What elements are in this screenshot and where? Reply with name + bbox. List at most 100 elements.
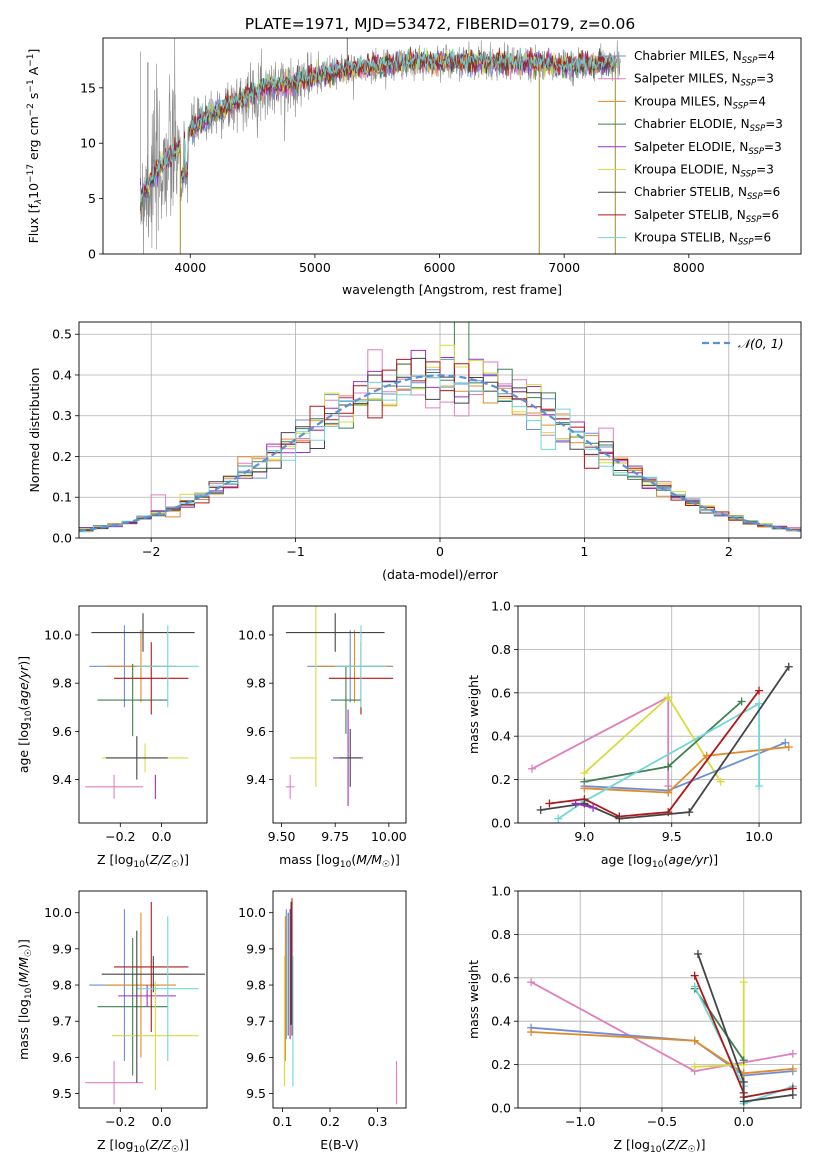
label-part: ] bbox=[26, 49, 41, 54]
mass-weight-series bbox=[527, 978, 797, 1076]
y-tick-label: 15 bbox=[80, 80, 96, 95]
plot-area bbox=[527, 949, 797, 1108]
label-part: age [log bbox=[601, 852, 652, 867]
x-tick-label: −1 bbox=[286, 544, 304, 559]
x-axis-label: (data-model)/error bbox=[382, 567, 499, 582]
x-tick-label: 9.5 bbox=[662, 829, 682, 844]
legend-sub: SSP bbox=[741, 79, 757, 89]
y-tick-label: 0.6 bbox=[491, 685, 511, 700]
axes-frame bbox=[78, 890, 208, 1109]
errorbar-point bbox=[112, 981, 199, 1090]
y-axis-label: mass weight bbox=[466, 675, 481, 754]
axes-frame bbox=[102, 37, 802, 255]
x-axis-label: age [log10(age/yr)] bbox=[601, 852, 718, 870]
label-part: 10 bbox=[26, 183, 41, 199]
x-tick-label: −0.5 bbox=[647, 1114, 677, 1129]
legend-entry: Salpeter MILES, NSSP=3 bbox=[634, 72, 774, 89]
model-spectrum-line bbox=[140, 47, 616, 199]
y-tick-label: 0.8 bbox=[491, 927, 511, 942]
model-spectrum-line bbox=[140, 46, 616, 200]
y-tick-label: 10.0 bbox=[238, 627, 266, 642]
y-axis-label: Normed distribution bbox=[27, 368, 42, 493]
plot-area bbox=[140, 38, 621, 254]
x-tick-label: 4000 bbox=[174, 260, 206, 275]
legend-sub: SSP bbox=[733, 101, 749, 111]
label-part: 10 bbox=[133, 860, 145, 870]
age-vs-mass-panel: 9.50 9.75 10.00 9.4 9.6 9.8 10.0 mass [log10(M/… bbox=[238, 605, 407, 870]
label-part: ☉ bbox=[24, 949, 34, 957]
figure-title: PLATE=1971, MJD=53472, FIBERID=0179, z=0… bbox=[245, 15, 635, 33]
legend-sub: SSP bbox=[750, 124, 766, 134]
mass-weight-series bbox=[693, 949, 797, 1106]
y-tick-label: 9.6 bbox=[52, 724, 72, 739]
legend-text: Chabrier MILES, N bbox=[634, 49, 742, 63]
y-tick-label: 0.0 bbox=[491, 816, 511, 831]
spectrum-panel: 4000 5000 6000 7000 8000 0 5 10 15 wavelength [An… bbox=[26, 37, 802, 297]
series-line bbox=[697, 953, 793, 1103]
errorbar-point bbox=[285, 774, 295, 799]
y-tick-label: 0.2 bbox=[491, 772, 511, 787]
mass-weight-series bbox=[527, 693, 673, 791]
x-tick-label: 2 bbox=[725, 544, 733, 559]
label-part: )] bbox=[696, 1137, 706, 1152]
legend-sub: SSP bbox=[748, 147, 764, 157]
errorbar-point bbox=[97, 663, 168, 737]
mass-weight-series bbox=[580, 693, 725, 786]
legend-entry: 𝒩(0, 1) bbox=[738, 336, 784, 351]
y-tick-label: 0.8 bbox=[491, 642, 511, 657]
y-tick-label: 10 bbox=[80, 136, 96, 151]
y-tick-label: 0.4 bbox=[491, 729, 511, 744]
errorbar-point bbox=[335, 625, 387, 708]
legend-entry: Salpeter STELIB, NSSP=6 bbox=[634, 208, 779, 225]
y-tick-label: 0.6 bbox=[491, 970, 511, 985]
label-part: Z/Z bbox=[149, 1137, 172, 1152]
legend-entry: Chabrier STELIB, NSSP=6 bbox=[634, 185, 780, 202]
label-part: λ bbox=[34, 199, 44, 205]
plot-area bbox=[285, 606, 394, 807]
legend-suffix: =3 bbox=[765, 117, 783, 131]
x-axis-label: Z [log10(Z/Z☉)] bbox=[97, 1137, 189, 1155]
legend-text: Salpeter STELIB, N bbox=[634, 208, 746, 222]
mass-weight-series bbox=[580, 743, 793, 797]
y-tick-label: 9.6 bbox=[52, 1050, 72, 1065]
mass-weight-vs-metallicity-panel: −1.0 −0.5 0.0 0.0 0.2 0.4 0.6 0.8 1.0 Z [log10(Z/… bbox=[466, 884, 802, 1155]
histogram-step bbox=[79, 344, 801, 538]
legend-entry: Salpeter ELODIE, NSSP=3 bbox=[634, 140, 782, 157]
y-tick-label: 0.4 bbox=[491, 1014, 511, 1029]
label-part: age/yr bbox=[668, 852, 709, 867]
label-part: ☉ bbox=[171, 860, 179, 870]
legend-suffix: =6 bbox=[763, 185, 781, 199]
label-part: 10 bbox=[24, 987, 34, 999]
legend-entry: Chabrier ELODIE, NSSP=3 bbox=[634, 117, 783, 134]
x-tick-label: 0.0 bbox=[152, 829, 172, 844]
y-tick-label: 9.7 bbox=[246, 1014, 266, 1029]
errorbar-point bbox=[101, 956, 205, 993]
x-tick-label: 8000 bbox=[673, 260, 705, 275]
legend-text: Salpeter ELODIE, N bbox=[634, 140, 748, 154]
label-part: 10 bbox=[652, 860, 664, 870]
x-axis-label: E(B-V) bbox=[320, 1137, 359, 1152]
x-tick-label: 0.2 bbox=[320, 1114, 340, 1129]
label-part: ( bbox=[145, 1137, 150, 1152]
x-axis-label: mass [log10(M/M☉)] bbox=[279, 852, 400, 870]
label-part: M/M bbox=[356, 852, 382, 867]
legend-suffix: =3 bbox=[764, 140, 782, 154]
y-tick-label: 9.8 bbox=[246, 978, 266, 993]
legend-suffix: =4 bbox=[757, 49, 775, 63]
label-part: −1 bbox=[26, 54, 36, 67]
y-tick-label: 9.8 bbox=[52, 978, 72, 993]
axes-frame bbox=[272, 890, 407, 1109]
label-part: ( bbox=[351, 852, 356, 867]
label-part: 10 bbox=[24, 710, 34, 722]
x-tick-label: 9.0 bbox=[574, 829, 594, 844]
errorbar-point bbox=[330, 666, 361, 734]
x-tick-label: 0 bbox=[436, 544, 444, 559]
series-line bbox=[557, 702, 760, 820]
x-tick-label: 9.75 bbox=[321, 829, 349, 844]
x-tick-label: 5000 bbox=[299, 260, 331, 275]
x-tick-label: −1.0 bbox=[565, 1114, 595, 1129]
errorbar-point bbox=[105, 912, 177, 1058]
x-tick-label: 9.50 bbox=[268, 829, 296, 844]
series-line bbox=[540, 666, 790, 820]
y-tick-label: 0.0 bbox=[52, 531, 72, 546]
